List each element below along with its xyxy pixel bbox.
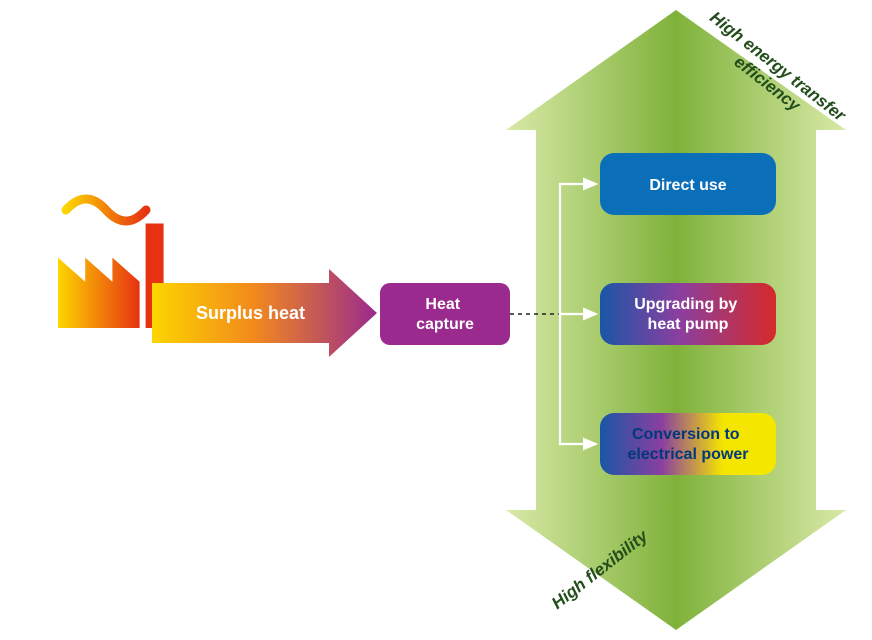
option-upgrading: Upgrading by heat pump — [600, 283, 776, 345]
diagram-canvas: High energy transfer efficiency High fle… — [0, 0, 872, 640]
svg-text:Direct use: Direct use — [649, 177, 726, 194]
heat-capture-box: Heat capture — [380, 283, 510, 345]
factory-icon — [58, 199, 164, 328]
option-conversion: Conversion to electrical power — [600, 413, 776, 475]
surplus-heat-arrow: Surplus heat — [152, 269, 377, 357]
surplus-heat-label: Surplus heat — [196, 303, 305, 323]
option-direct-use: Direct use — [600, 153, 776, 215]
